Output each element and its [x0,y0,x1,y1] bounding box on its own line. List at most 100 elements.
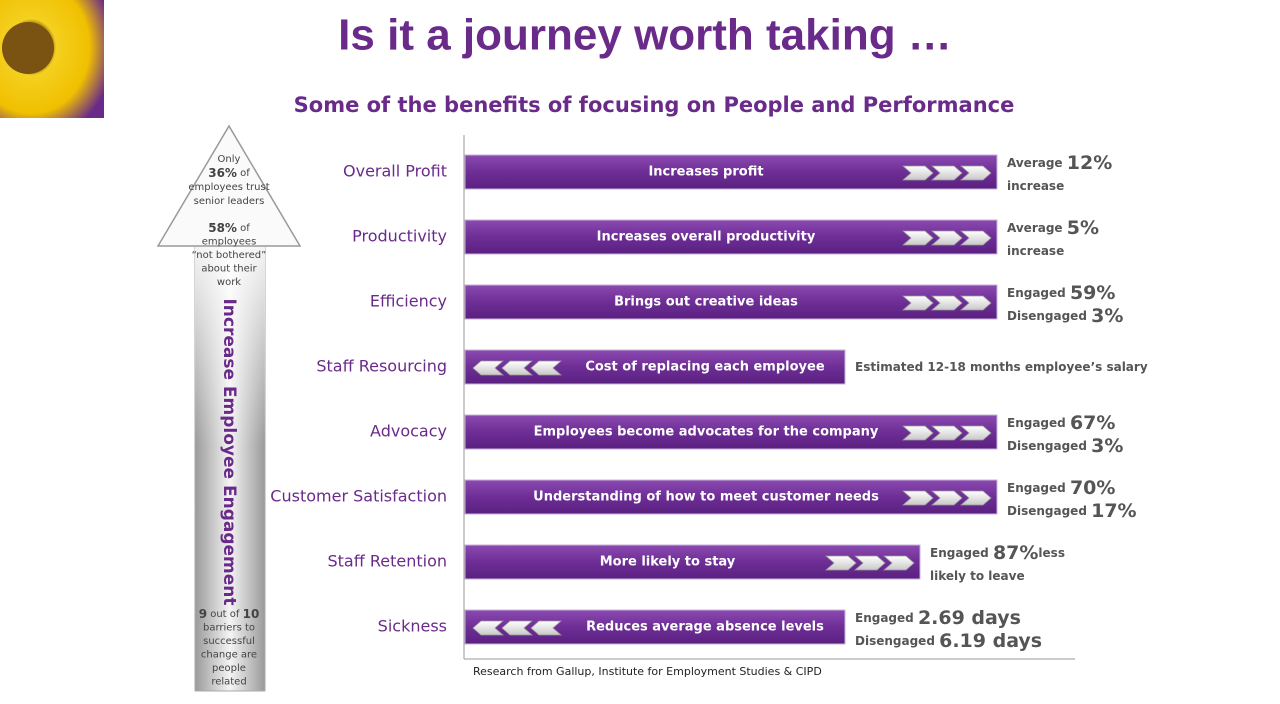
bar-text: Increases profit [648,165,763,180]
row: Staff Retention More likely to stay Engage… [328,542,1065,583]
note: Engaged 70% [1007,477,1115,499]
note-part: Engaged [930,546,993,560]
chevron [901,490,934,506]
arrow-text: 58% of [208,221,250,235]
chevron [959,165,992,181]
note: Average 12% [1007,152,1112,174]
arrow-text-part: change are [201,650,257,661]
chevron [959,490,992,506]
arrow-text-part: barriers to [203,623,255,634]
note-part: Engaged [855,611,918,625]
benefit-bar [464,154,998,190]
note-part: Engaged [1007,481,1070,495]
sunflower-image [0,0,104,118]
note: Engaged 59% [1007,282,1115,304]
chevron [959,230,992,246]
arrow-text-part: successful [203,636,255,647]
benefit-bar [464,349,846,385]
arrow-text: 36% of [208,166,250,180]
arrow-text: successful [203,636,255,647]
benefit-bar [464,219,998,255]
row: Efficiency Brings out creative ideas Engag… [370,282,1123,327]
row-label: Sickness [378,617,447,636]
arrow-text-part: related [211,677,246,688]
note: Estimated 12-18 months employee’s salary [855,360,1148,374]
chevron [901,425,934,441]
bar-text: Employees become advocates for the compa… [534,425,879,440]
note: Disengaged 6.19 days [855,630,1042,652]
arrow-text: change are [201,650,257,661]
chevron [882,555,915,571]
chevron [472,620,505,636]
note: Engaged 2.69 days [855,607,1021,629]
arrow-text-part: out of [207,609,243,620]
arrow-text: Only [218,154,241,165]
bar-text: Cost of replacing each employee [585,360,824,375]
row-label: Customer Satisfaction [270,487,447,506]
arrow-text-part: 9 [199,607,207,621]
note-part: Disengaged [1007,439,1091,453]
chevron [901,295,934,311]
arrow-text-part: Only [218,154,241,165]
arrow-text-part: employees trust [188,182,269,193]
note-part: increase [1007,244,1064,258]
subtitle: Some of the benefits of focusing on Peop… [294,93,1015,117]
chevron [824,555,857,571]
note-part: 3% [1091,435,1123,457]
note-part: Engaged [1007,286,1070,300]
row-label: Efficiency [370,292,447,311]
engagement-arrow: Increase Employee Engagement [156,124,302,692]
chevron [930,295,963,311]
arrow-text-part: 10 [243,607,260,621]
arrow-text-part: of [237,223,250,234]
note: Disengaged 17% [1007,500,1137,522]
note: Disengaged 3% [1007,435,1123,457]
chevron [930,230,963,246]
note: Average 5% [1007,217,1099,239]
arrow-text-part: employees [202,237,257,248]
chevron [959,295,992,311]
row: Customer Satisfaction Understanding of ho… [270,477,1136,522]
arrow-text: related [211,677,246,688]
chevron [501,620,534,636]
source: Research from Gallup, Institute for Empl… [473,665,822,678]
arrow-label: Increase Employee Engagement [219,298,239,605]
note-part: 3% [1091,305,1123,327]
arrow-text: about their [201,264,257,275]
chevron [901,165,934,181]
chevron [930,165,963,181]
chevron [530,620,563,636]
bar-text: Brings out creative ideas [614,295,798,310]
note-part: Disengaged [1007,309,1091,323]
note: likely to leave [930,569,1025,583]
chevron [959,425,992,441]
bar-text: Understanding of how to meet customer ne… [533,490,879,505]
chevron [472,360,505,376]
benefit-bar [464,479,998,515]
benefit-bar [464,609,846,645]
chevron [901,230,934,246]
note-part: 12% [1067,152,1112,174]
row: Staff Resourcing Cost of replacing each e… [316,349,1148,385]
row-label: Staff Retention [328,552,448,571]
arrow-text-part: work [217,277,241,288]
arrow-text: work [217,277,241,288]
benefit-bar [464,414,998,450]
chevron [930,490,963,506]
note-part: 67% [1070,412,1115,434]
note-part: likely to leave [930,569,1025,583]
note: Disengaged 3% [1007,305,1123,327]
note-part: 2.69 days [918,607,1021,629]
arrow-text-part: about their [201,264,257,275]
benefit-bar [464,284,998,320]
arrow-text: employees trust [188,182,269,193]
row-label: Advocacy [370,422,447,441]
note: increase [1007,244,1064,258]
row-label: Staff Resourcing [316,357,447,376]
note-part: 17% [1091,500,1136,522]
chevron [530,360,563,376]
note-part: less [1038,546,1065,560]
note: Engaged 67% [1007,412,1115,434]
chevron [853,555,886,571]
